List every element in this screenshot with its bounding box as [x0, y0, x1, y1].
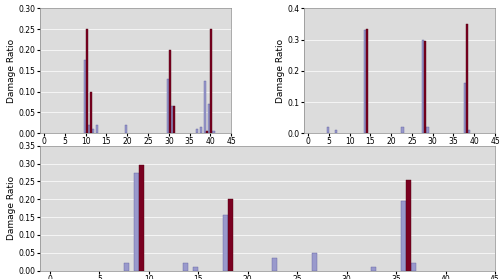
- Bar: [125, 125, 128, 133]
- Bar: [401, 201, 406, 271]
- Bar: [212, 131, 214, 133]
- Bar: [200, 127, 202, 133]
- Bar: [208, 104, 210, 133]
- Bar: [312, 253, 317, 271]
- Bar: [466, 24, 468, 133]
- Bar: [406, 180, 411, 271]
- X-axis label: Element Number: Element Number: [97, 149, 174, 158]
- Bar: [422, 40, 424, 133]
- Y-axis label: Damage Ratio: Damage Ratio: [276, 39, 285, 103]
- Bar: [124, 263, 129, 271]
- Bar: [84, 61, 86, 133]
- X-axis label: Element Number: Element Number: [361, 149, 438, 158]
- Bar: [139, 165, 144, 271]
- Bar: [424, 41, 426, 133]
- Bar: [206, 131, 208, 133]
- Bar: [468, 130, 470, 133]
- Bar: [366, 29, 368, 133]
- Bar: [335, 130, 337, 133]
- Bar: [411, 263, 416, 271]
- Bar: [426, 127, 428, 133]
- Bar: [464, 83, 466, 133]
- Text: (a): (a): [129, 223, 142, 233]
- Bar: [88, 125, 90, 133]
- Bar: [223, 215, 228, 271]
- Bar: [372, 267, 376, 271]
- Y-axis label: Damage Ratio: Damage Ratio: [7, 176, 16, 240]
- Bar: [196, 129, 198, 133]
- Bar: [194, 267, 198, 271]
- Bar: [184, 263, 188, 271]
- Bar: [210, 29, 212, 133]
- Bar: [228, 199, 233, 271]
- Bar: [167, 79, 169, 133]
- Bar: [402, 127, 404, 133]
- Bar: [86, 29, 88, 133]
- Bar: [92, 129, 94, 133]
- Bar: [173, 106, 175, 133]
- Bar: [169, 50, 171, 133]
- Bar: [90, 92, 92, 133]
- Legend: Identified Damage, Induced Damage: Identified Damage, Induced Damage: [43, 202, 228, 218]
- Text: (b): (b): [392, 223, 406, 233]
- Bar: [134, 172, 139, 271]
- Legend: Identified Damage, Induced Damage: Identified Damage, Induced Damage: [307, 202, 492, 218]
- Bar: [171, 106, 173, 133]
- Bar: [96, 125, 98, 133]
- Bar: [326, 127, 329, 133]
- Bar: [272, 258, 278, 271]
- Y-axis label: Damage Ratio: Damage Ratio: [7, 39, 16, 103]
- Bar: [204, 81, 206, 133]
- Bar: [364, 30, 366, 133]
